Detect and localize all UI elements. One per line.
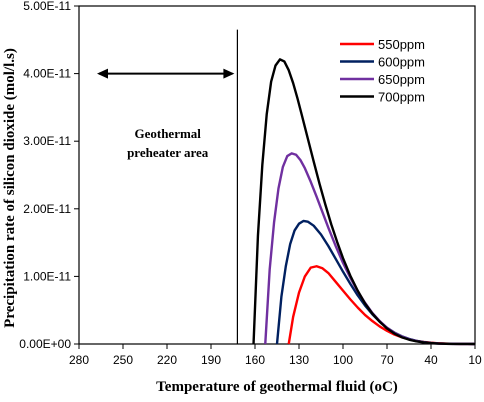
x-tick-label: 100 [333,353,353,367]
series-layer [252,58,476,346]
x-tick-label: 190 [201,353,221,367]
legend-label: 600ppm [378,55,425,70]
y-tick-label: 3.00E-11 [23,134,71,148]
series-line-700ppm [252,58,476,346]
series-line-650ppm [264,152,476,346]
x-axis-title: Temperature of geothermal fluid (oC) [156,379,398,395]
series-line-550ppm [287,265,476,346]
legend-label: 550ppm [378,37,425,52]
y-axis-ticks: 0.00E+00 1.00E-11 2.00E-11 3.00E-11 4.00E-11… [19,0,79,351]
y-tick-label: 0.00E+00 [19,337,71,351]
preheater-region-arrow [97,68,235,79]
y-tick-label: 5.00E-11 [23,0,71,13]
x-tick-label: 40 [424,353,438,367]
x-tick-label: 70 [380,353,394,367]
legend-label: 700ppm [378,90,425,105]
arrow-head-right [223,68,235,79]
y-axis-title: Precipitation rate of silicon dioxide (m… [2,48,18,328]
x-tick-label: 250 [113,353,133,367]
x-tick-label: 280 [69,353,89,367]
arrow-head-left [97,68,108,79]
x-tick-label: 220 [157,353,177,367]
y-tick-label: 2.00E-11 [23,202,71,216]
legend: 550ppm 600ppm 650ppm 700ppm [340,37,425,105]
annotation-line-2: preheater area [127,145,209,160]
x-axis-ticks: 280 250 220 190 160 130 100 70 40 10 [69,344,482,367]
y-tick-label: 1.00E-11 [23,269,71,283]
annotation-line-1: Geothermal [134,126,201,141]
x-tick-label: 130 [289,353,309,367]
series-line-600ppm [275,219,476,346]
legend-label: 650ppm [378,72,425,87]
x-tick-label: 160 [245,353,265,367]
y-tick-label: 4.00E-11 [23,67,71,81]
x-tick-label: 10 [468,353,482,367]
